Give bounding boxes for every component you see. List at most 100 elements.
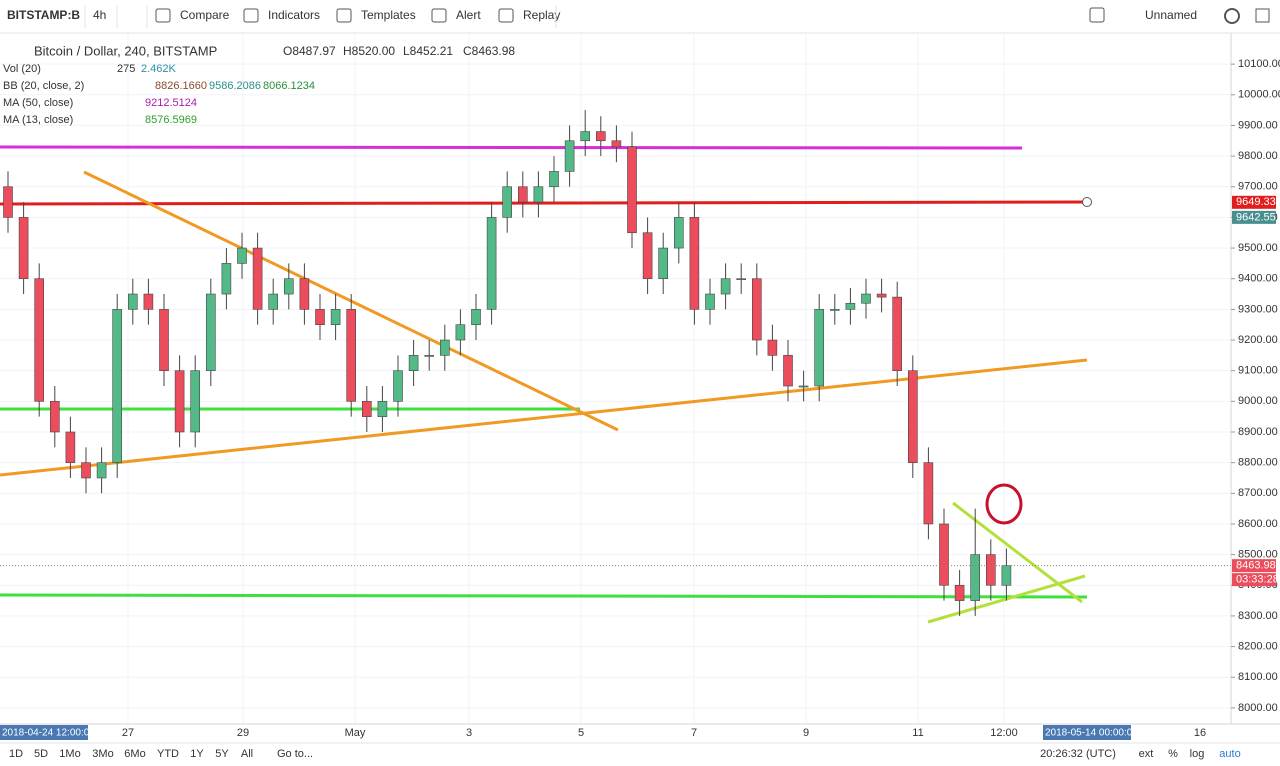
bottom-area: 2018-04-24 12:00:00 27 29 May 3 5 7 9 11 12:00 201… [0,723,1280,760]
y-tick-label: 10100.00 [1238,58,1280,70]
time-label: 3 [466,727,472,739]
price-marker [1232,559,1276,573]
candle-body [330,309,341,325]
y-tick-label: 9400.00 [1238,273,1278,285]
price-axis: 8000.008100.008200.008300.008400.008500.… [0,33,1280,724]
candle-body [720,278,731,295]
candle-body [595,131,606,142]
countdown: 03:33:28 [1236,574,1279,586]
go-to[interactable]: Go to... [277,748,313,760]
ohlc-value: C8463.98 [463,44,515,58]
candle-body [439,339,450,356]
range-button[interactable]: 1D [9,748,23,760]
axis-option[interactable]: % [1168,748,1178,760]
indicator-value: 9586.2086 [209,80,261,92]
candle-body [1001,565,1012,586]
axis-option[interactable]: auto [1219,748,1240,760]
candle-body [549,171,559,188]
y-tick-label: 8900.00 [1238,426,1278,438]
interval[interactable]: 4h [93,8,106,22]
trend-line [0,358,1088,477]
time-marker [1043,725,1131,740]
y-tick-label: 8700.00 [1238,487,1278,499]
line-handle[interactable] [1082,197,1092,207]
toolbar-button[interactable]: Indicators [268,8,320,22]
layout-name[interactable]: Unnamed [1145,8,1197,22]
toolbar-button[interactable]: Compare [180,8,230,22]
candle-body [673,217,684,249]
circle-annotation [985,483,1023,525]
toolbar [0,0,1280,33]
ohlc-value: O8487.97 [283,44,336,58]
candle-body [315,309,325,325]
price-marker-label: 9642.55 [1236,211,1276,223]
candle-body [346,309,357,402]
candle-body [611,140,622,148]
candle-body [533,186,544,203]
toolbar-button[interactable]: Alert [456,8,481,22]
candle-body [143,293,154,310]
candle-body [471,309,481,325]
axis-option[interactable]: ext [1139,748,1154,760]
candle-body [65,431,76,463]
range-button[interactable]: YTD [157,748,179,760]
button-icon[interactable] [243,8,259,23]
time-label: 29 [237,727,249,739]
candle-body [751,278,762,341]
candle-body [377,401,388,417]
button-icon[interactable] [155,8,171,23]
clock: 20:26:32 (UTC) [1040,748,1116,760]
y-tick-label: 9000.00 [1238,395,1278,407]
indicator-value: 9212.5124 [145,97,197,109]
time-label: 2018-05-14 00:00:00 [1045,728,1138,739]
settings[interactable] [1224,8,1240,24]
y-tick-label: 8800.00 [1238,457,1278,469]
candle-body [18,217,29,280]
symbol[interactable]: BITSTAMP:B [7,8,80,22]
candle-body [486,217,497,310]
time-label: 16 [1194,727,1206,739]
candle-body [658,247,669,280]
range-button[interactable]: 1Y [190,748,204,760]
range-button[interactable]: 6Mo [124,748,145,760]
fullscreen[interactable] [1255,8,1270,23]
button-icon[interactable] [498,8,514,23]
range-button[interactable]: 5D [34,748,48,760]
candle-body [985,554,996,586]
y-tick-label: 8000.00 [1238,702,1278,714]
drawings [0,145,1092,624]
button-icon[interactable] [336,8,352,23]
indicator-value: 275 [117,63,135,75]
candle-body [907,370,918,463]
range-button[interactable]: All [241,748,253,760]
candle-body [736,278,747,281]
checkbox[interactable] [1089,7,1105,23]
y-tick-label: 8600.00 [1238,518,1278,530]
candle-body [845,302,856,310]
y-tick-label: 9200.00 [1238,334,1278,346]
candle-body [252,247,263,310]
toolbar-button[interactable]: Templates [361,8,416,22]
range-button[interactable]: 3Mo [92,748,113,760]
y-tick-label: 9800.00 [1238,150,1278,162]
y-tick-label: 8100.00 [1238,671,1278,683]
indicator-name: MA (50, close) [3,97,73,109]
candle-body [424,355,435,357]
candle-body [81,462,91,479]
range-button[interactable]: 1Mo [59,748,80,760]
range-button[interactable]: 5Y [215,748,229,760]
time-label: 9 [803,727,809,739]
candle-body [892,296,903,371]
horizontal-line [0,200,1088,206]
toolbar-button[interactable]: Replay [523,8,560,22]
button-icon[interactable] [431,8,447,23]
candle-body [970,554,981,601]
candle-body [174,370,185,433]
axis-option[interactable]: log [1190,748,1205,760]
candle-body [283,278,294,295]
legend-title: Bitcoin / Dollar, 240, BITSTAMP [34,43,217,58]
time-marker [0,725,88,740]
candle-body [814,309,825,387]
